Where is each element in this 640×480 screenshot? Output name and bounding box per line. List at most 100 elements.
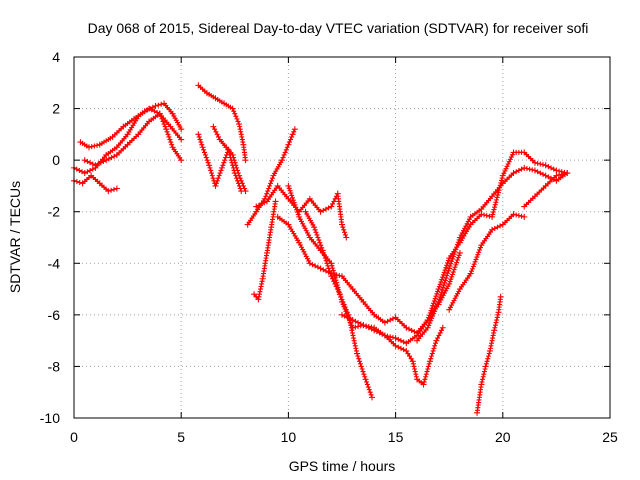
trace-marker	[118, 126, 124, 132]
trace-marker	[428, 307, 434, 313]
trace-marker	[280, 155, 286, 161]
trace-marker	[495, 312, 501, 318]
trace-marker	[491, 330, 497, 336]
trace-marker	[438, 279, 444, 285]
trace-marker	[112, 146, 118, 152]
trace-marker	[288, 137, 294, 143]
data-point-marker	[206, 162, 213, 169]
trace-marker	[235, 170, 241, 176]
trace-marker	[408, 356, 414, 362]
trace-marker	[320, 207, 326, 213]
trace-marker	[223, 155, 229, 161]
trace-marker	[334, 286, 340, 292]
data-point-marker	[199, 144, 206, 151]
trace-marker	[401, 339, 407, 345]
trace-marker	[430, 313, 436, 319]
trace-marker	[436, 297, 442, 303]
trace-marker	[240, 183, 246, 189]
trace-marker	[90, 166, 96, 172]
series-7	[210, 123, 249, 195]
trace-marker	[472, 259, 478, 265]
data-point-marker	[236, 172, 243, 179]
trace-marker	[486, 353, 492, 359]
trace-marker	[291, 200, 297, 206]
trace-marker	[167, 137, 173, 143]
trace-marker	[427, 310, 433, 316]
trace-marker	[272, 201, 278, 207]
trace-marker	[84, 143, 90, 149]
trace-marker	[366, 323, 372, 329]
trace-marker	[324, 260, 330, 266]
trace-marker	[437, 330, 443, 336]
trace-marker	[282, 149, 288, 155]
trace-marker	[355, 320, 361, 326]
trace-marker	[556, 172, 562, 178]
trace-marker	[347, 316, 353, 322]
trace-marker	[524, 166, 530, 172]
trace-marker	[492, 322, 498, 328]
trace-marker	[469, 266, 475, 272]
trace-marker	[425, 363, 431, 369]
trace-marker	[203, 155, 209, 161]
trace-marker	[477, 247, 483, 253]
trace-marker	[283, 147, 289, 153]
data-point-marker	[289, 131, 296, 138]
trace-marker	[497, 185, 503, 191]
data-point-marker	[163, 126, 170, 133]
trace-marker	[327, 268, 333, 274]
trace-marker	[77, 179, 83, 185]
trace-marker	[288, 190, 294, 196]
trace-marker	[519, 166, 525, 172]
trace-marker	[358, 363, 364, 369]
trace-marker	[74, 179, 80, 185]
trace-marker	[169, 142, 175, 148]
trace-marker	[478, 384, 484, 390]
trace-marker	[428, 318, 434, 324]
trace-marker	[201, 149, 207, 155]
trace-marker	[432, 343, 438, 349]
y-tick-label: -10	[40, 410, 60, 426]
trace-marker	[561, 171, 567, 177]
trace-marker	[406, 326, 412, 332]
trace-marker	[390, 316, 396, 322]
series-10	[253, 182, 350, 241]
trace-marker	[237, 175, 243, 181]
data-point-marker	[212, 182, 219, 189]
trace-marker	[367, 389, 373, 395]
trace-marker	[84, 169, 90, 175]
trace-marker	[332, 275, 338, 281]
trace-marker	[484, 213, 490, 219]
trace-marker	[111, 186, 117, 192]
trace-marker	[434, 291, 440, 297]
trace-marker	[429, 353, 435, 359]
trace-marker	[140, 110, 146, 116]
trace-marker	[398, 345, 404, 351]
trace-marker	[106, 156, 112, 162]
trace-marker	[234, 165, 240, 171]
trace-marker	[426, 361, 432, 367]
trace-marker	[353, 345, 359, 351]
trace-marker	[199, 142, 205, 148]
data-point-marker	[360, 322, 367, 329]
trace-marker	[232, 111, 238, 117]
trace-marker	[398, 338, 404, 344]
trace-marker	[492, 225, 498, 231]
trace-marker	[129, 117, 135, 123]
trace-marker	[433, 293, 439, 299]
trace-marker	[439, 277, 445, 283]
data-point-marker	[542, 162, 549, 169]
trace-marker	[551, 166, 557, 172]
trace-marker	[228, 104, 234, 110]
trace-marker	[166, 121, 172, 127]
data-point-marker	[317, 265, 324, 272]
trace-marker	[428, 356, 434, 362]
trace-marker	[508, 213, 514, 219]
trace-marker	[281, 152, 287, 158]
x-tick-label: 0	[70, 429, 78, 445]
trace-marker	[74, 166, 80, 172]
y-tick-label: -8	[48, 358, 61, 374]
trace-marker	[451, 267, 457, 273]
trace-marker	[240, 139, 246, 145]
trace-marker	[233, 162, 239, 168]
trace-marker	[504, 163, 510, 169]
